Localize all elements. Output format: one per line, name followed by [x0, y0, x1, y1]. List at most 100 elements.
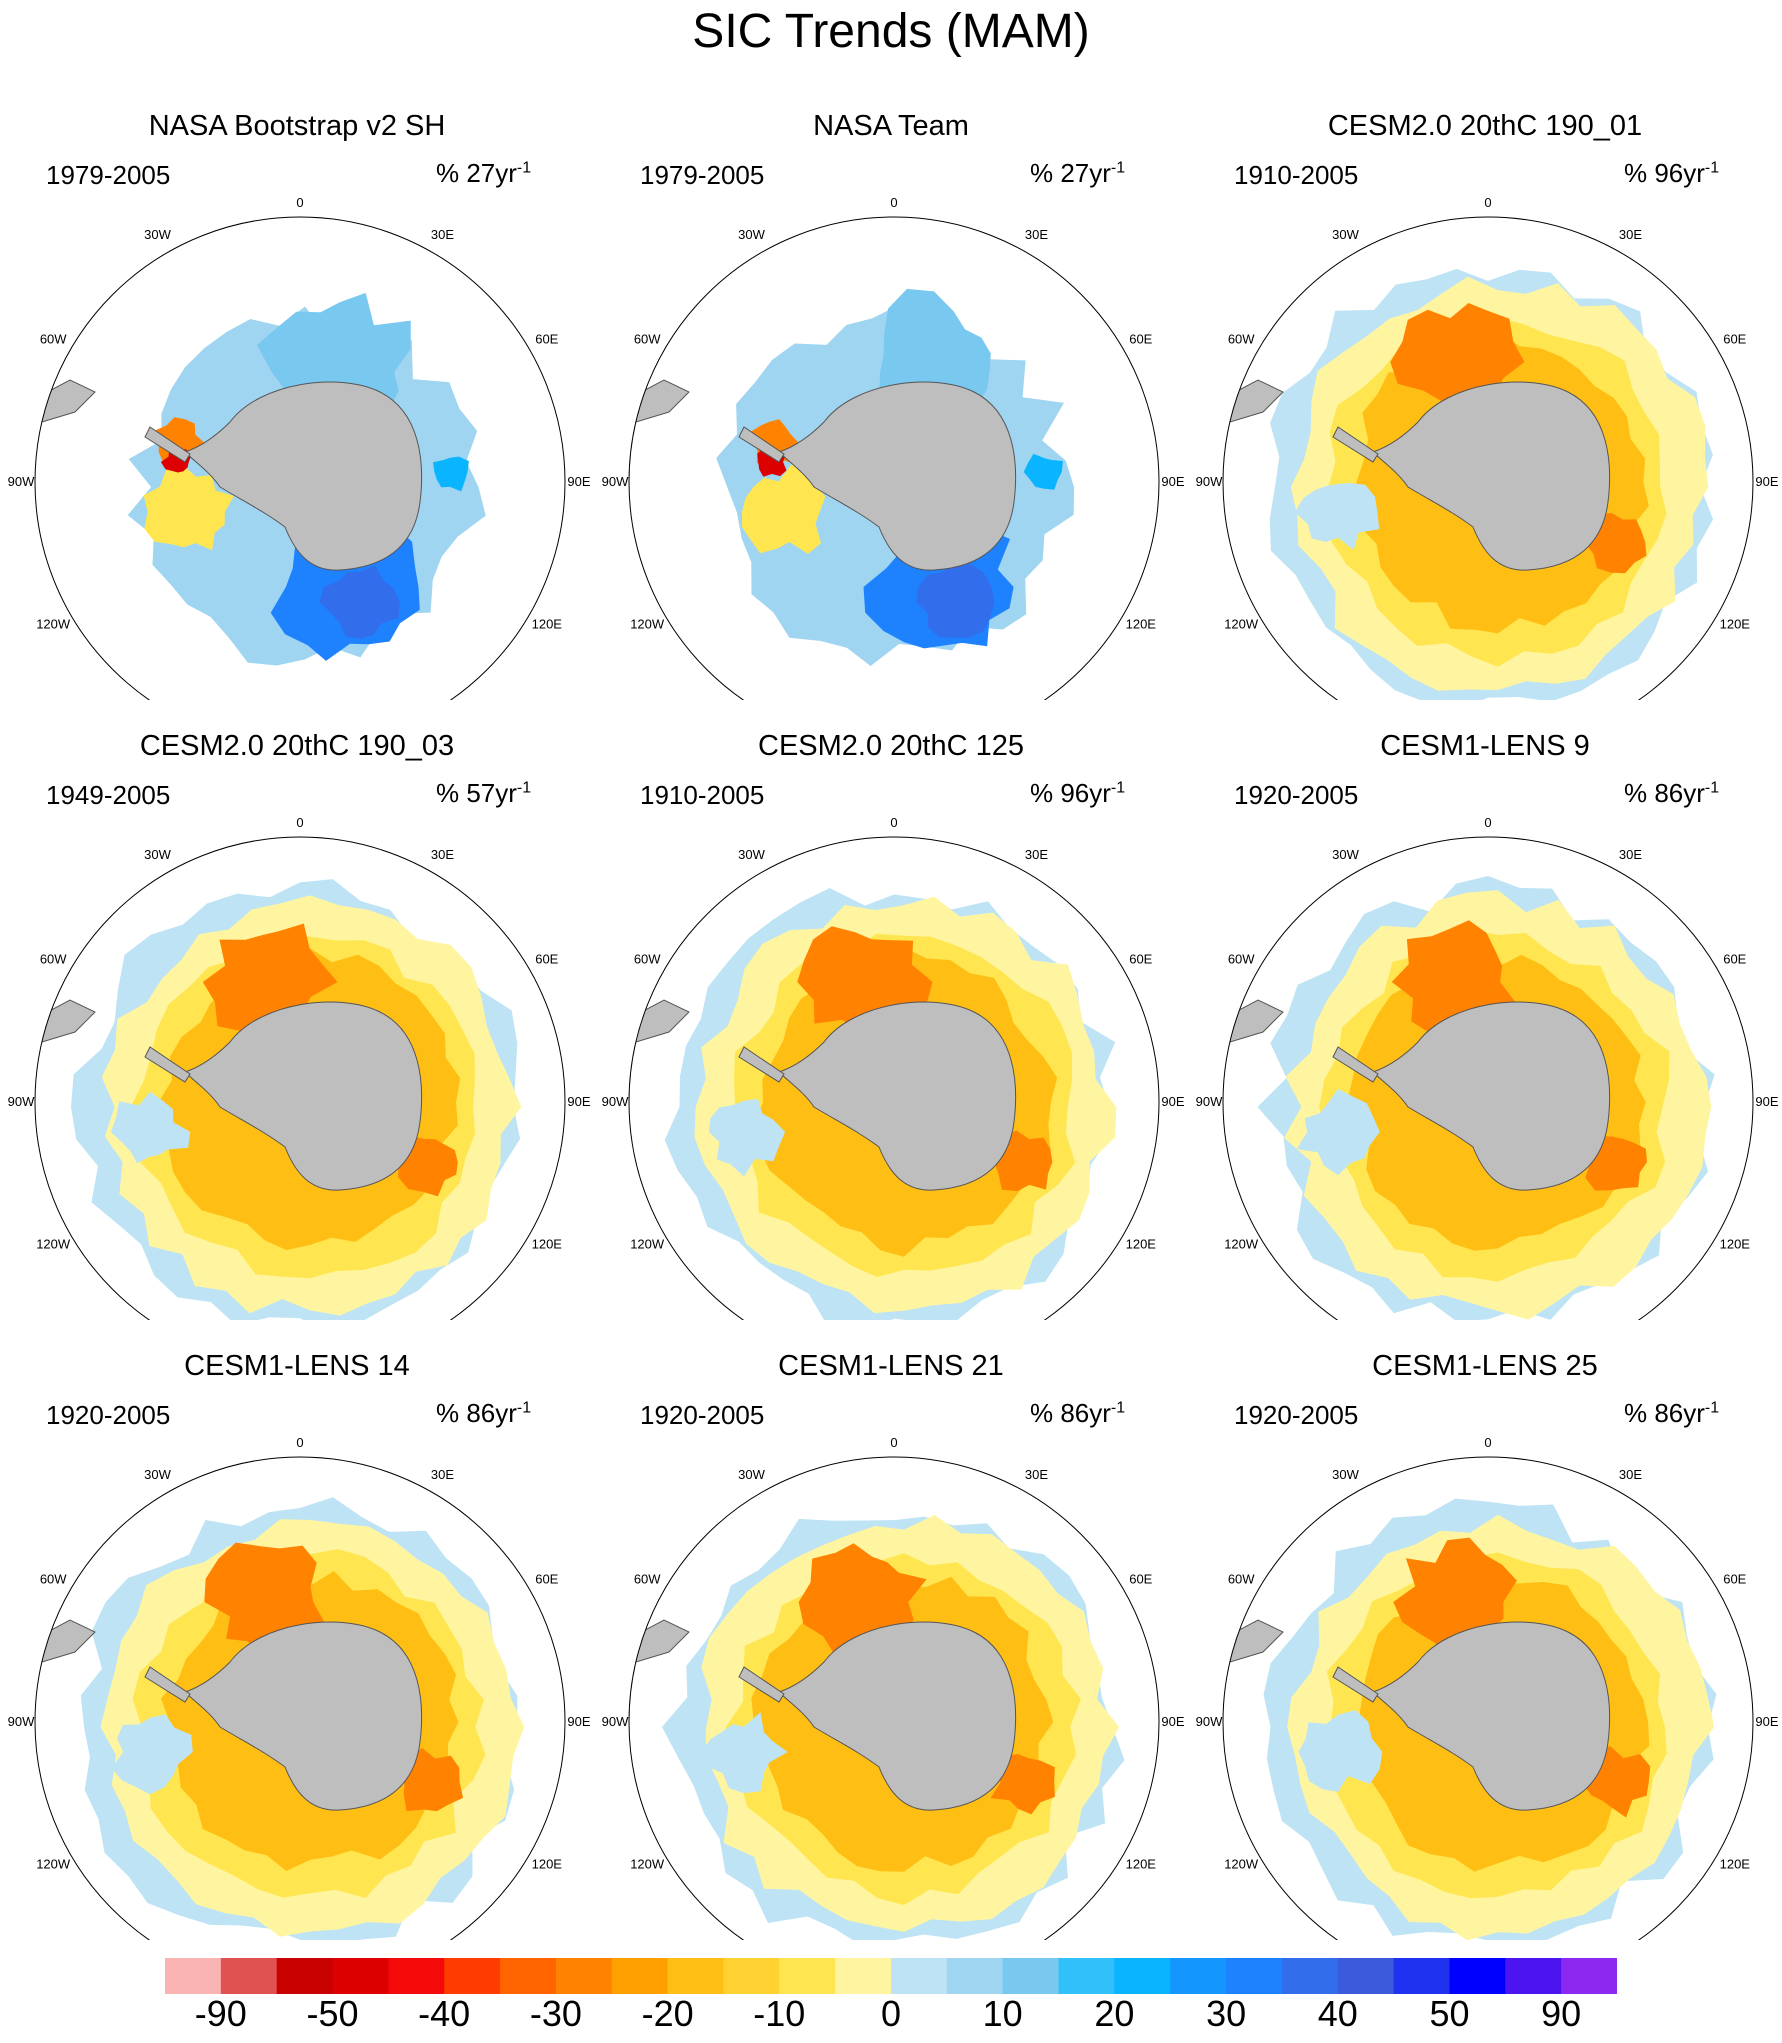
colorbar-tick-label: -90 — [194, 1993, 247, 2034]
colorbar-swatch — [1114, 1958, 1171, 1994]
map-panel: 030E60E90E120E150E180150W120W90W60W30WCE… — [594, 700, 1188, 1320]
longitude-label: 90W — [602, 474, 629, 489]
panel-units: % 96yr-1 — [1624, 158, 1719, 189]
antarctica-land — [778, 1621, 1017, 1811]
units-text: % 27yr — [436, 158, 517, 188]
colorbar-swatch — [611, 1958, 669, 1994]
longitude-label: 30E — [1619, 1467, 1642, 1482]
longitude-label: 30W — [144, 227, 171, 242]
antarctica-land — [778, 1001, 1017, 1191]
longitude-label: 90E — [1161, 1714, 1184, 1729]
south-america-land — [631, 999, 690, 1043]
colorbar-tick-label: -10 — [753, 1993, 806, 2034]
longitude-label: 30W — [144, 847, 171, 862]
longitude-label: 120E — [1720, 1857, 1751, 1872]
polar-map: 030E60E90E120E150E180150W120W90W60W30W — [1196, 195, 1779, 700]
longitude-label: 60W — [40, 1572, 67, 1587]
units-exponent: -1 — [1110, 779, 1126, 797]
south-america-land — [1225, 1619, 1284, 1663]
colorbar-tick-label: -20 — [641, 1993, 694, 2034]
longitude-label: 60W — [40, 952, 67, 967]
antarctica-land — [1372, 1001, 1611, 1191]
sea-ice-trend-blue — [1294, 483, 1380, 550]
antarctica-land — [184, 1001, 423, 1191]
polar-map: 030E60E90E120E150E180150W120W90W60W30W — [1196, 1435, 1779, 1940]
panel-period: 1979-2005 — [46, 160, 171, 190]
peninsula-land — [1332, 1666, 1379, 1703]
sea-ice-trend-blue — [433, 456, 469, 492]
longitude-label: 60W — [634, 332, 661, 347]
longitude-label: 60W — [1228, 952, 1255, 967]
panel-units: % 86yr-1 — [436, 1398, 531, 1429]
map-boundary — [1222, 836, 1754, 1320]
longitude-label: 30E — [1619, 847, 1642, 862]
colorbar-swatch — [165, 1958, 222, 1994]
panel-period: 1920-2005 — [46, 1400, 171, 1430]
longitude-label: 90E — [1755, 1714, 1778, 1729]
polar-map: 030E60E90E120E150E180150W120W90W60W30W — [8, 1435, 591, 1940]
polar-map: 030E60E90E120E150E180150W120W90W60W30W — [602, 1435, 1185, 1940]
sea-ice-trend-yellow — [742, 462, 826, 554]
longitude-label: 90E — [1161, 474, 1184, 489]
units-exponent: -1 — [1704, 1399, 1720, 1417]
map-boundary — [1222, 1456, 1754, 1940]
colorbar-swatch — [723, 1958, 780, 1994]
longitude-label: 0 — [890, 195, 897, 210]
colorbar-tick-label: -30 — [529, 1993, 582, 2034]
panel-title: NASA Team — [813, 110, 969, 142]
longitude-label: 0 — [1484, 195, 1491, 210]
longitude-label: 60E — [535, 952, 558, 967]
longitude-label: 90W — [8, 1094, 35, 1109]
colorbar-tick-label: 40 — [1317, 1993, 1358, 2034]
colorbar-tick-label: 10 — [982, 1993, 1023, 2034]
longitude-label: 90E — [1755, 474, 1778, 489]
colorbar-swatch — [1561, 1958, 1617, 1994]
peninsula-land — [144, 1046, 191, 1083]
units-exponent: -1 — [516, 779, 532, 797]
longitude-label: 60E — [1723, 332, 1746, 347]
panel-title: CESM1-LENS 14 — [184, 1350, 410, 1382]
colorbar-swatch — [444, 1958, 501, 1994]
sea-ice-trend-blue — [319, 565, 400, 639]
units-exponent: -1 — [516, 1399, 532, 1417]
longitude-label: 30E — [1025, 227, 1048, 242]
figure-title: SIC Trends (MAM) — [692, 5, 1090, 58]
units-text: % 86yr — [1624, 1398, 1705, 1428]
colorbar-swatch — [1449, 1958, 1506, 1994]
units-text: % 96yr — [1624, 158, 1705, 188]
colorbar-swatch — [220, 1958, 278, 1994]
longitude-label: 60E — [535, 332, 558, 347]
units-text: % 86yr — [1030, 1398, 1111, 1428]
longitude-label: 120E — [1126, 1857, 1157, 1872]
south-america-land — [37, 999, 96, 1043]
colorbar-tick-label: -40 — [418, 1993, 471, 2034]
longitude-label: 30E — [1025, 1467, 1048, 1482]
longitude-label: 120W — [36, 1237, 71, 1252]
map-panel: 030E60E90E120E150E180150W120W90W60W30WCE… — [1188, 1320, 1782, 1940]
longitude-label: 60E — [535, 1572, 558, 1587]
longitude-label: 60W — [1228, 332, 1255, 347]
colorbar-swatch — [1002, 1958, 1060, 1994]
colorbar-swatch — [276, 1958, 334, 1994]
longitude-label: 90E — [567, 474, 590, 489]
longitude-label: 120W — [630, 1857, 665, 1872]
colorbar-swatch — [835, 1958, 892, 1994]
sea-ice-trend-orange — [1390, 303, 1525, 410]
colorbar-swatch — [500, 1958, 557, 1994]
longitude-label: 0 — [890, 815, 897, 830]
map-panel: 030E60E90E120E150E180150W120W90W60W30WCE… — [0, 700, 594, 1320]
panel-title: CESM1-LENS 21 — [778, 1350, 1004, 1382]
longitude-label: 30W — [144, 1467, 171, 1482]
units-exponent: -1 — [1704, 779, 1720, 797]
longitude-label: 30E — [1025, 847, 1048, 862]
longitude-label: 90W — [8, 474, 35, 489]
longitude-label: 60E — [1129, 1572, 1152, 1587]
panel-units: % 27yr-1 — [1030, 158, 1125, 189]
colorbar-swatch — [388, 1958, 445, 1994]
units-exponent: -1 — [1704, 159, 1720, 177]
units-text: % 27yr — [1030, 158, 1111, 188]
colorbar-swatch — [555, 1958, 613, 1994]
panel-units: % 27yr-1 — [436, 158, 531, 189]
sea-ice-trend-yellow — [143, 463, 234, 551]
panel-units: % 86yr-1 — [1624, 1398, 1719, 1429]
